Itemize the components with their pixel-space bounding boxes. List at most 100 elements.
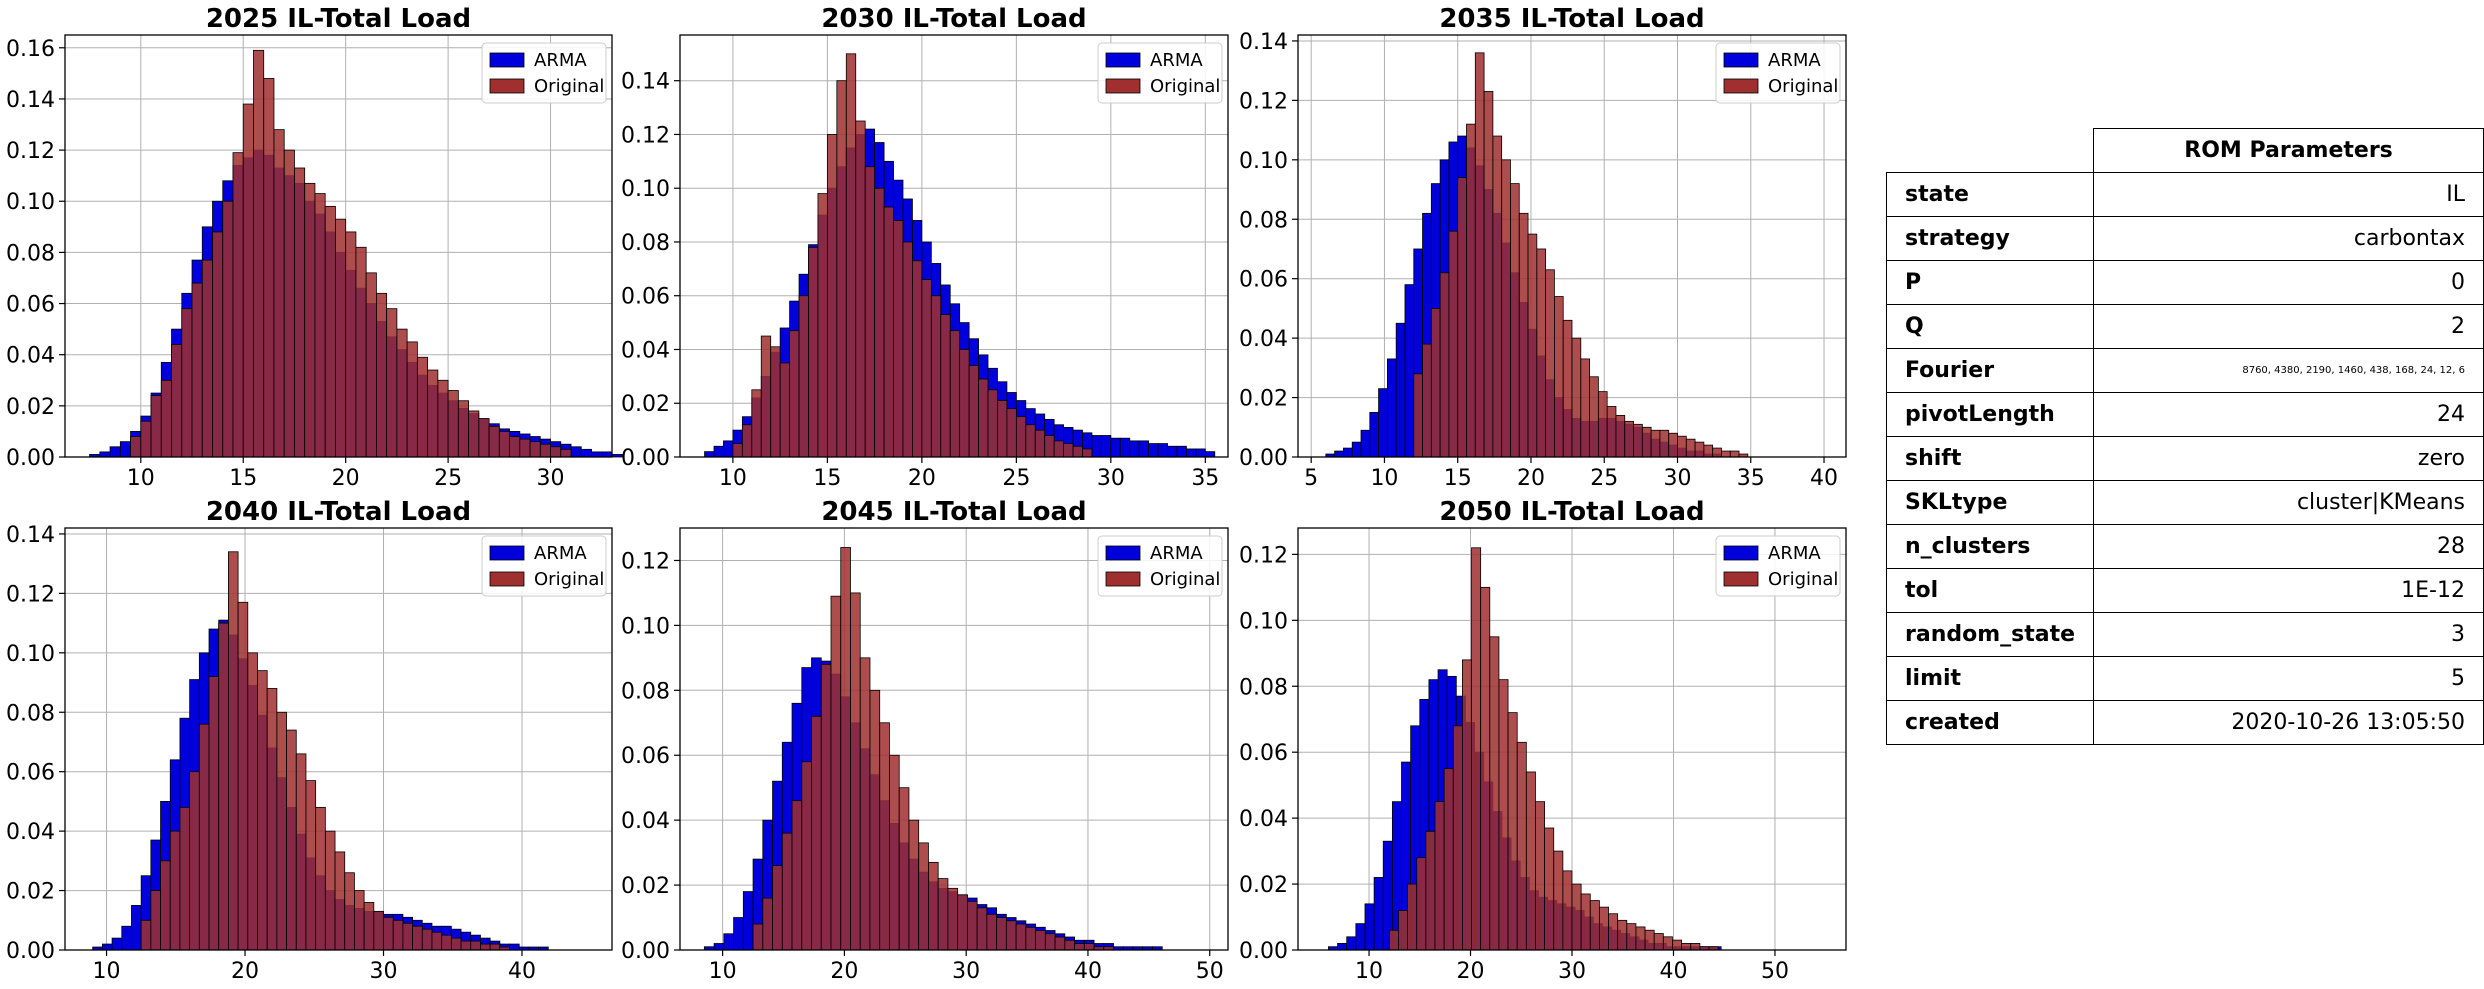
original-bar <box>1489 636 1500 951</box>
table-header-row: ROM Parameters <box>1886 128 2484 173</box>
arma-bar <box>1337 943 1348 951</box>
original-bar <box>539 443 551 458</box>
original-bar <box>772 865 783 951</box>
original-bar <box>997 400 1008 458</box>
param-key: pivotLength <box>1885 392 2095 437</box>
table-row: SKLtype cluster|KMeans <box>1885 480 2484 525</box>
original-bar <box>253 49 265 458</box>
original-bar <box>1571 883 1582 951</box>
original-bar <box>1480 586 1491 951</box>
original-bar <box>957 894 968 951</box>
param-key: tol <box>1885 568 2095 613</box>
legend-swatch-arma <box>1723 545 1759 561</box>
original-bar <box>898 787 910 951</box>
y-tick-label: 0.14 <box>6 88 55 113</box>
x-tick-label: 20 <box>830 959 858 984</box>
legend-swatch-arma <box>1723 52 1759 68</box>
original-bar <box>1492 135 1503 458</box>
original-bar <box>1677 435 1687 458</box>
x-tick-label: 20 <box>231 959 259 984</box>
original-bar <box>1518 212 1529 458</box>
x-tick-label: 10 <box>719 466 747 491</box>
y-tick-label: 0.04 <box>621 809 670 834</box>
original-bar <box>1624 420 1634 458</box>
legend-swatch-arma <box>1105 545 1141 561</box>
original-bar <box>940 314 951 458</box>
original-bar <box>191 282 203 458</box>
table-row: pivotLength 24 <box>1885 392 2484 437</box>
y-tick-label: 0.08 <box>621 231 670 256</box>
param-key: n_clusters <box>1885 524 2095 569</box>
y-tick-label: 0.06 <box>621 285 670 310</box>
arma-bar <box>1138 440 1150 458</box>
x-tick-label: 35 <box>1191 466 1219 491</box>
y-tick-label: 0.08 <box>6 701 55 726</box>
arma-bar <box>1364 903 1375 951</box>
param-value: 3 <box>2093 612 2484 657</box>
original-bar <box>1015 923 1027 951</box>
original-bar <box>242 103 254 458</box>
histogram-panel: 10 20 30 40 0.00 0.02 0.04 0.06 0.08 0.10 0.12 0.14… <box>6 497 613 984</box>
param-key: SKLtype <box>1885 480 2095 525</box>
arma-bar <box>1186 448 1197 458</box>
original-bar <box>437 379 449 458</box>
histogram-panel: 10 15 20 25 30 35 0.00 0.02 0.04 0.06 0.08 0.10 0.12… <box>621 4 1229 491</box>
original-bar <box>1653 933 1664 951</box>
param-value: 28 <box>2093 524 2484 569</box>
param-key: Q <box>1885 304 2095 349</box>
original-bar <box>1672 939 1683 951</box>
original-bar <box>1516 741 1527 951</box>
original-bar <box>1425 830 1436 951</box>
legend-swatch-original <box>1105 78 1141 94</box>
original-bar <box>874 187 885 458</box>
arma-bar <box>704 451 715 458</box>
original-bar <box>1501 159 1511 458</box>
x-tick-label: 10 <box>1355 959 1383 984</box>
table-row: tol 1E-12 <box>1885 568 2484 613</box>
arma-bar <box>1343 447 1353 458</box>
arma-bar <box>591 451 603 458</box>
y-tick-label: 0.10 <box>621 177 670 202</box>
original-bar <box>1005 920 1017 951</box>
original-bar <box>1606 406 1617 458</box>
original-bar <box>1633 423 1643 458</box>
original-bar <box>447 390 459 458</box>
original-bar <box>247 652 258 951</box>
original-bar <box>1083 943 1095 951</box>
original-bar <box>276 711 287 951</box>
original-bar <box>171 344 183 458</box>
original-bar <box>1510 183 1520 458</box>
y-tick-label: 0.02 <box>1239 387 1288 412</box>
original-bar <box>460 940 472 951</box>
original-bar <box>550 446 562 458</box>
x-tick-label: 20 <box>1457 959 1485 984</box>
original-bar <box>355 246 367 458</box>
y-tick-label: 0.12 <box>621 549 670 574</box>
original-bar <box>893 220 904 458</box>
original-bar <box>789 330 800 458</box>
y-tick-label: 0.08 <box>6 241 55 266</box>
x-tick-label: 40 <box>1659 959 1687 984</box>
x-tick-label: 10 <box>1370 466 1398 491</box>
original-bar <box>1063 443 1074 458</box>
original-bar <box>1025 424 1036 458</box>
original-bar <box>1462 659 1472 951</box>
y-tick-label: 0.14 <box>6 523 55 548</box>
param-key: random_state <box>1885 612 2095 657</box>
original-bar <box>334 851 346 951</box>
param-key: Fourier <box>1885 348 2095 393</box>
x-tick-label: 50 <box>1196 959 1224 984</box>
original-bar <box>427 369 439 458</box>
original-bar <box>218 622 229 951</box>
legend-label: ARMA <box>1768 50 1821 71</box>
x-tick-label: 30 <box>537 466 565 491</box>
legend-label: Original <box>1150 76 1220 97</box>
arma-bar <box>119 441 131 458</box>
legend-label: ARMA <box>534 543 587 564</box>
x-tick-label: 40 <box>508 959 536 984</box>
table-row: shift zero <box>1885 436 2484 481</box>
legend-label: ARMA <box>1150 50 1203 71</box>
y-tick-label: 0.04 <box>1239 327 1288 352</box>
original-bar <box>1571 337 1582 458</box>
